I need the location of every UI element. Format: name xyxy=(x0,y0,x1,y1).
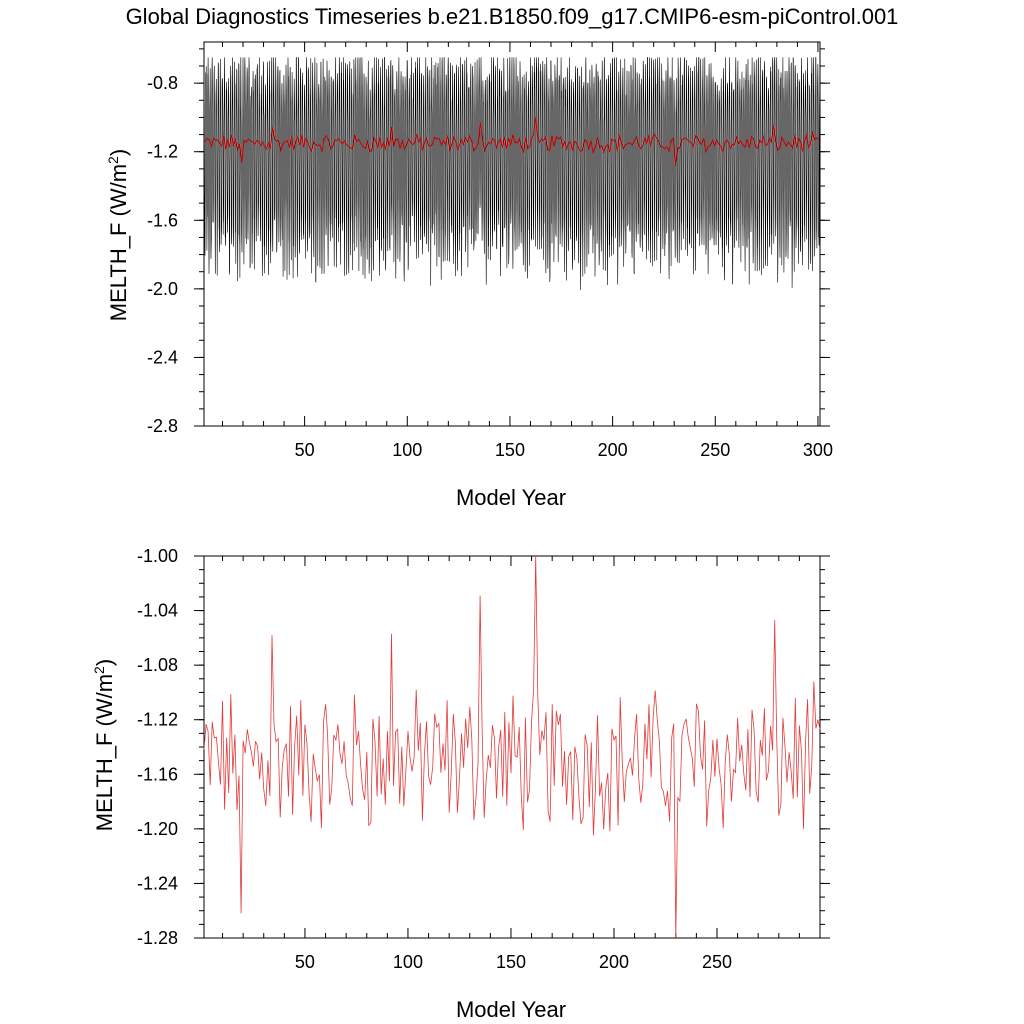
top-panel: MELTH_F (W/m2) Model Year 50 100 150 200 250… xyxy=(105,41,833,510)
top-xlabel: Model Year xyxy=(456,485,566,510)
y-tick-label: -1.6 xyxy=(147,210,178,230)
top-ylabel-close: ) xyxy=(106,149,131,156)
y-tick-label: -1.12 xyxy=(137,710,178,730)
x-tick-label: 150 xyxy=(495,440,525,460)
x-tick-label: 100 xyxy=(393,952,423,972)
y-tick-label: -1.16 xyxy=(137,764,178,784)
bottom-ylabel-main: MELTH_F (W/m xyxy=(92,674,117,831)
bottom-ylabel-sup: 2 xyxy=(91,666,107,674)
top-ylabel: MELTH_F (W/m2) xyxy=(105,149,131,321)
x-tick-label: 200 xyxy=(599,952,629,972)
top-ylabel-main: MELTH_F (W/m xyxy=(106,164,131,321)
y-tick-label: -2.4 xyxy=(147,347,178,367)
y-tick-label: -1.2 xyxy=(147,142,178,162)
y-tick-label: -1.00 xyxy=(137,546,178,566)
top-ylabel-sup: 2 xyxy=(105,156,121,164)
x-tick-label: 250 xyxy=(702,952,732,972)
series-annual-mean xyxy=(204,117,820,166)
x-tick-label: 300 xyxy=(803,440,833,460)
x-tick-label: 100 xyxy=(392,440,422,460)
bottom-ylabel: MELTH_F (W/m2) xyxy=(91,659,117,831)
y-tick-label: -0.8 xyxy=(147,73,178,93)
bottom-ylabel-close: ) xyxy=(92,659,117,666)
y-tick-label: -2.0 xyxy=(147,279,178,299)
y-tick-label: -1.28 xyxy=(137,928,178,948)
figure-title: Global Diagnostics Timeseries b.e21.B185… xyxy=(126,4,899,29)
y-tick-label: -2.8 xyxy=(147,416,178,436)
y-tick-label: -1.24 xyxy=(137,873,178,893)
y-tick-label: -1.08 xyxy=(137,655,178,675)
x-tick-label: 150 xyxy=(496,952,526,972)
series-annual-mean xyxy=(203,555,821,939)
x-tick-label: 50 xyxy=(295,952,315,972)
x-tick-label: 50 xyxy=(295,440,315,460)
plot-frame xyxy=(203,41,821,427)
y-tick-label: -1.04 xyxy=(137,601,178,621)
bottom-panel: MELTH_F (W/m2) Model Year 50 100 150 200 250… xyxy=(91,546,830,1022)
x-tick-label: 250 xyxy=(700,440,730,460)
series-monthly xyxy=(203,57,821,291)
x-tick-label: 200 xyxy=(598,440,628,460)
y-tick-label: -1.20 xyxy=(137,819,178,839)
bottom-xlabel: Model Year xyxy=(456,997,566,1022)
